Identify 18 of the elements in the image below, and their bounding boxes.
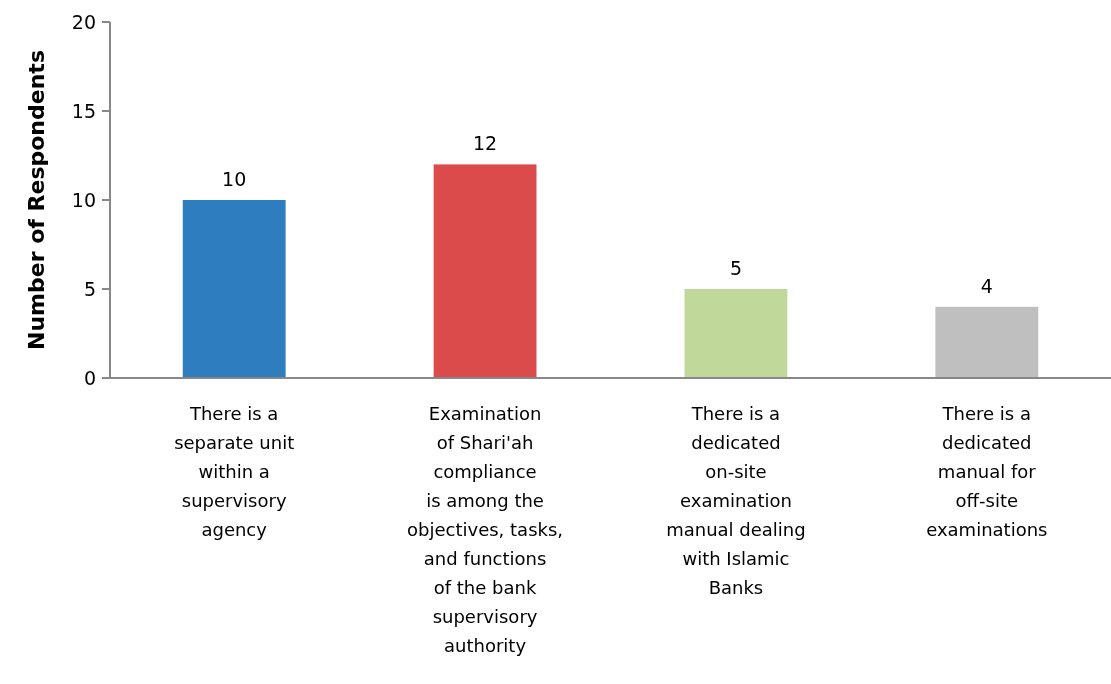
bar (182, 200, 286, 378)
bar (935, 306, 1039, 378)
y-tick-label: 20 (71, 10, 96, 33)
data-label: 10 (222, 168, 247, 190)
category-label: Examination of Shari'ah compliance is among the objectives, tasks, and functions of the bank supervisory authority (407, 403, 564, 656)
x-tick-label: There is a dedicated manual for off-site examinations (926, 403, 1048, 540)
bar (684, 289, 788, 378)
x-tick-label: There is a dedicated on-site examination manual dealing with Islamic Banks (666, 403, 806, 598)
y-tick-label: 15 (71, 99, 96, 122)
y-tick-label: 10 (71, 188, 96, 211)
y-tick-label: 5 (83, 277, 96, 300)
data-label: 12 (472, 132, 498, 155)
y-axis-title: Number of Respondents (24, 50, 49, 350)
y-tick-label: 0 (83, 366, 96, 389)
bar (433, 164, 537, 378)
data-label: 4 (980, 274, 993, 297)
x-tick-label: There is a separate unit within a supervisory agency (174, 403, 295, 540)
data-label: 5 (729, 257, 742, 279)
